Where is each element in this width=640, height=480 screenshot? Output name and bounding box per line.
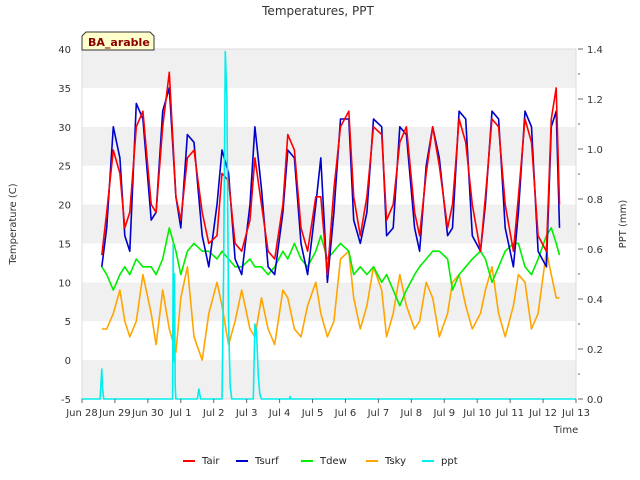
x-tick-label: Jun 30 (131, 408, 164, 419)
x-tick-label: Jul 7 (367, 408, 390, 419)
y-tick-label: 30 (58, 123, 71, 134)
y-tick-label: 5 (65, 317, 71, 328)
grid-band (82, 321, 576, 361)
grid-band (82, 360, 576, 399)
legend-label: ppt (441, 456, 458, 467)
x-tick-label: Jul 3 (235, 408, 258, 419)
y2-tick-label: 0.6 (587, 245, 603, 256)
grid-band (82, 49, 576, 88)
x-tick-label: Jul 4 (268, 408, 291, 419)
series-line-tair (101, 71, 561, 276)
x-tick-label: Jul 2 (202, 408, 225, 419)
x-tick-label: Jul 6 (334, 408, 357, 419)
x-tick-label: Jul 1 (169, 408, 192, 419)
y-tick-label: -5 (61, 395, 71, 406)
x-tick-label: Jul 10 (462, 408, 491, 419)
y-tick-label: 0 (65, 356, 71, 367)
y-tick-label: 25 (58, 162, 71, 173)
legend-item-ppt: ppt (422, 456, 458, 467)
y2-axis-ticks: 0.0 0.2 0.4 0.6 0.8 1.0 1.2 1.4 (578, 45, 603, 406)
x-tick-label: Jul 12 (528, 408, 557, 419)
y-tick-label: 20 (58, 201, 71, 212)
grid-band (82, 282, 576, 322)
y2-tick-label: 1.0 (587, 145, 603, 156)
y-axis-label: Temperature (C) (8, 183, 19, 265)
y2-tick-label: 0.2 (587, 345, 603, 356)
y-tick-label: 15 (58, 239, 71, 250)
y-tick-label: 10 (58, 278, 71, 289)
x-axis-ticks: Jun 28 Jun 29 Jun 30 Jul 1 Jul 2 Jul 3 Jul 4 Ju… (65, 399, 590, 419)
legend: Tair Tsurf Tdew Tsky ppt (183, 456, 458, 467)
legend-label: Tdew (319, 456, 347, 467)
legend-item-tdew: Tdew (301, 456, 347, 467)
grid-band (82, 87, 576, 127)
legend-label: Tsky (384, 456, 406, 467)
badge-box (81, 31, 155, 51)
grid-bands (82, 49, 576, 399)
grid-band (82, 126, 576, 166)
legend-label: Tsurf (254, 456, 279, 467)
y2-axis-label: PPT (mm) (618, 200, 629, 249)
x-tick-label: Jul 11 (495, 408, 524, 419)
series-line-ppt (82, 50, 576, 400)
chart-title: Temperatures, PPT (261, 4, 374, 18)
y2-tick-label: 0.4 (587, 295, 603, 306)
y2-tick-label: 1.4 (587, 45, 603, 56)
y-tick-label: 35 (58, 84, 71, 95)
x-tick-label: Jul 9 (432, 408, 455, 419)
y2-tick-label: 0.0 (587, 395, 603, 406)
x-tick-label: Jun 29 (98, 408, 131, 419)
y-tick-label: 40 (58, 45, 71, 56)
y2-tick-label: 1.2 (587, 95, 603, 106)
site-badge: BA_arable (81, 31, 155, 51)
x-tick-label: Jul 13 (561, 408, 590, 419)
x-tick-label: Jun 28 (65, 408, 98, 419)
legend-item-tsurf: Tsurf (236, 456, 279, 467)
series-layer (82, 50, 576, 400)
legend-item-tair: Tair (183, 456, 220, 467)
x-axis-label: Time (553, 425, 578, 436)
legend-item-tsky: Tsky (366, 456, 406, 467)
grid-band (82, 165, 576, 205)
badge-label: BA_arable (88, 36, 150, 49)
x-tick-label: Jul 8 (400, 408, 423, 419)
y2-tick-label: 0.8 (587, 195, 603, 206)
x-tick-label: Jul 5 (301, 408, 324, 419)
y-axis-ticks: -5 0 5 10 15 20 25 30 35 40 (58, 45, 71, 406)
grid-band (82, 204, 576, 244)
legend-label: Tair (201, 456, 220, 467)
